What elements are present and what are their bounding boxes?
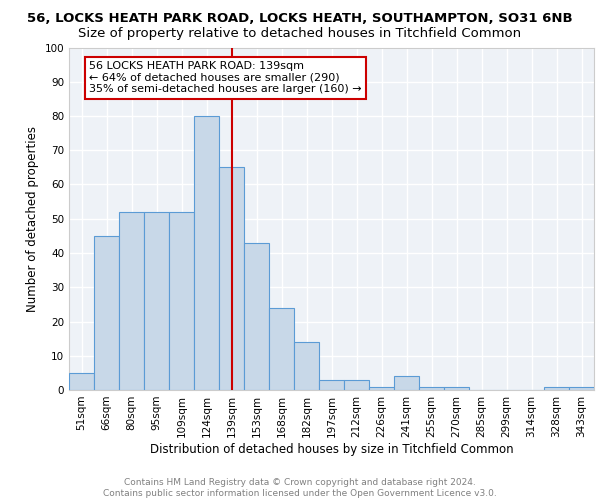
Bar — [244, 242, 269, 390]
Bar — [219, 168, 244, 390]
Bar — [394, 376, 419, 390]
Text: Contains HM Land Registry data © Crown copyright and database right 2024.
Contai: Contains HM Land Registry data © Crown c… — [103, 478, 497, 498]
Bar — [319, 380, 344, 390]
Text: 56, LOCKS HEATH PARK ROAD, LOCKS HEATH, SOUTHAMPTON, SO31 6NB: 56, LOCKS HEATH PARK ROAD, LOCKS HEATH, … — [27, 12, 573, 26]
Bar — [119, 212, 144, 390]
Bar — [569, 386, 594, 390]
Y-axis label: Number of detached properties: Number of detached properties — [26, 126, 39, 312]
Bar — [94, 236, 119, 390]
Bar — [369, 386, 394, 390]
Bar — [544, 386, 569, 390]
Bar — [69, 373, 94, 390]
Bar — [169, 212, 194, 390]
Bar — [194, 116, 219, 390]
Bar — [144, 212, 169, 390]
Bar — [344, 380, 369, 390]
Text: 56 LOCKS HEATH PARK ROAD: 139sqm
← 64% of detached houses are smaller (290)
35% : 56 LOCKS HEATH PARK ROAD: 139sqm ← 64% o… — [89, 61, 362, 94]
Bar — [419, 386, 444, 390]
Text: Size of property relative to detached houses in Titchfield Common: Size of property relative to detached ho… — [79, 28, 521, 40]
X-axis label: Distribution of detached houses by size in Titchfield Common: Distribution of detached houses by size … — [149, 442, 514, 456]
Bar — [269, 308, 294, 390]
Bar — [294, 342, 319, 390]
Bar — [444, 386, 469, 390]
